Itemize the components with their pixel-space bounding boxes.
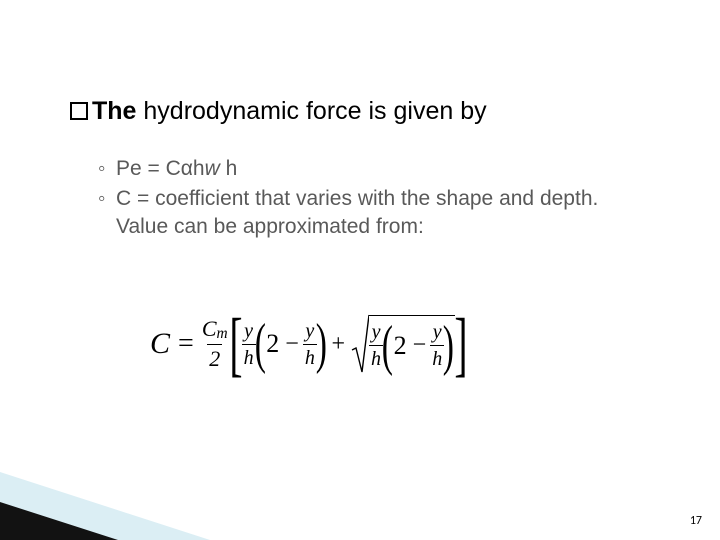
left-bracket: [ bbox=[229, 308, 242, 380]
sub-bullet-icon: ◦ bbox=[98, 185, 105, 213]
eq-C: C bbox=[150, 327, 170, 361]
eq-Cm-m: m bbox=[217, 325, 228, 342]
eq-minus-2: − bbox=[413, 332, 427, 359]
frac-yh-1: y h bbox=[242, 321, 256, 368]
eq-plus: + bbox=[331, 331, 345, 358]
frac-yh-3-num: y bbox=[370, 322, 383, 345]
sub-item-1-text-a: Pe = Cαh bbox=[116, 157, 205, 180]
eq-two-c: 2 bbox=[394, 331, 407, 361]
eq-minus-1: − bbox=[285, 331, 299, 358]
radical-icon bbox=[351, 314, 369, 374]
frac-yh-2-den: h bbox=[303, 344, 317, 368]
sub-bullet-icon: ◦ bbox=[98, 155, 105, 183]
frac-cm-num: Cm bbox=[200, 318, 230, 344]
eq-equals: = bbox=[178, 328, 194, 360]
heading-rest: hydrodynamic force is given by bbox=[136, 97, 486, 125]
paren-right-2: ) bbox=[443, 318, 454, 374]
frac-cm-over-2: Cm 2 bbox=[200, 318, 230, 370]
frac-yh-1-den: h bbox=[242, 344, 256, 368]
eq-Cm-C: C bbox=[202, 316, 217, 341]
sub-item-2-line2: Value can be approximated from: bbox=[116, 215, 424, 238]
paren-right-1: ) bbox=[316, 316, 327, 372]
sub-item-1-text-b: h bbox=[220, 157, 238, 180]
sqrt-wrap: y h ( 2 − y h ) bbox=[351, 314, 455, 374]
sub-item-2-line1: C = coefficient that varies with the sha… bbox=[116, 187, 598, 210]
corner-decoration-icon bbox=[0, 472, 210, 540]
frac-yh-2: y h bbox=[303, 321, 317, 368]
heading-line: The hydrodynamic force is given by bbox=[70, 95, 660, 129]
radicand: y h ( 2 − y h ) bbox=[369, 315, 455, 373]
sub-item-2: ◦ C = coefficient that varies with the s… bbox=[98, 185, 660, 242]
page-number: 17 bbox=[690, 514, 702, 528]
paren-left-1: ( bbox=[254, 316, 265, 372]
frac-yh-2-num: y bbox=[303, 321, 316, 344]
equation-row: C = Cm 2 [ y h ( 2 − y h ) + bbox=[150, 302, 605, 386]
equation: C = Cm 2 [ y h ( 2 − y h ) + bbox=[150, 302, 605, 386]
content-block: The hydrodynamic force is given by ◦ Pe … bbox=[70, 95, 660, 244]
sub-list: ◦ Pe = Cαhw h ◦ C = coefficient that var… bbox=[70, 155, 660, 242]
frac-cm-den: 2 bbox=[207, 344, 222, 370]
frac-yh-4-num: y bbox=[431, 322, 444, 345]
sub-item-1: ◦ Pe = Cαhw h bbox=[98, 155, 660, 183]
sub-item-1-w: w bbox=[205, 157, 220, 180]
eq-two-b: 2 bbox=[266, 329, 279, 359]
frac-yh-1-num: y bbox=[242, 321, 255, 344]
paren-left-2: ( bbox=[382, 318, 393, 374]
square-bullet-icon bbox=[70, 102, 88, 120]
slide: The hydrodynamic force is given by ◦ Pe … bbox=[0, 0, 720, 540]
right-bracket: ] bbox=[454, 308, 467, 380]
heading-word-the: The bbox=[92, 97, 136, 125]
